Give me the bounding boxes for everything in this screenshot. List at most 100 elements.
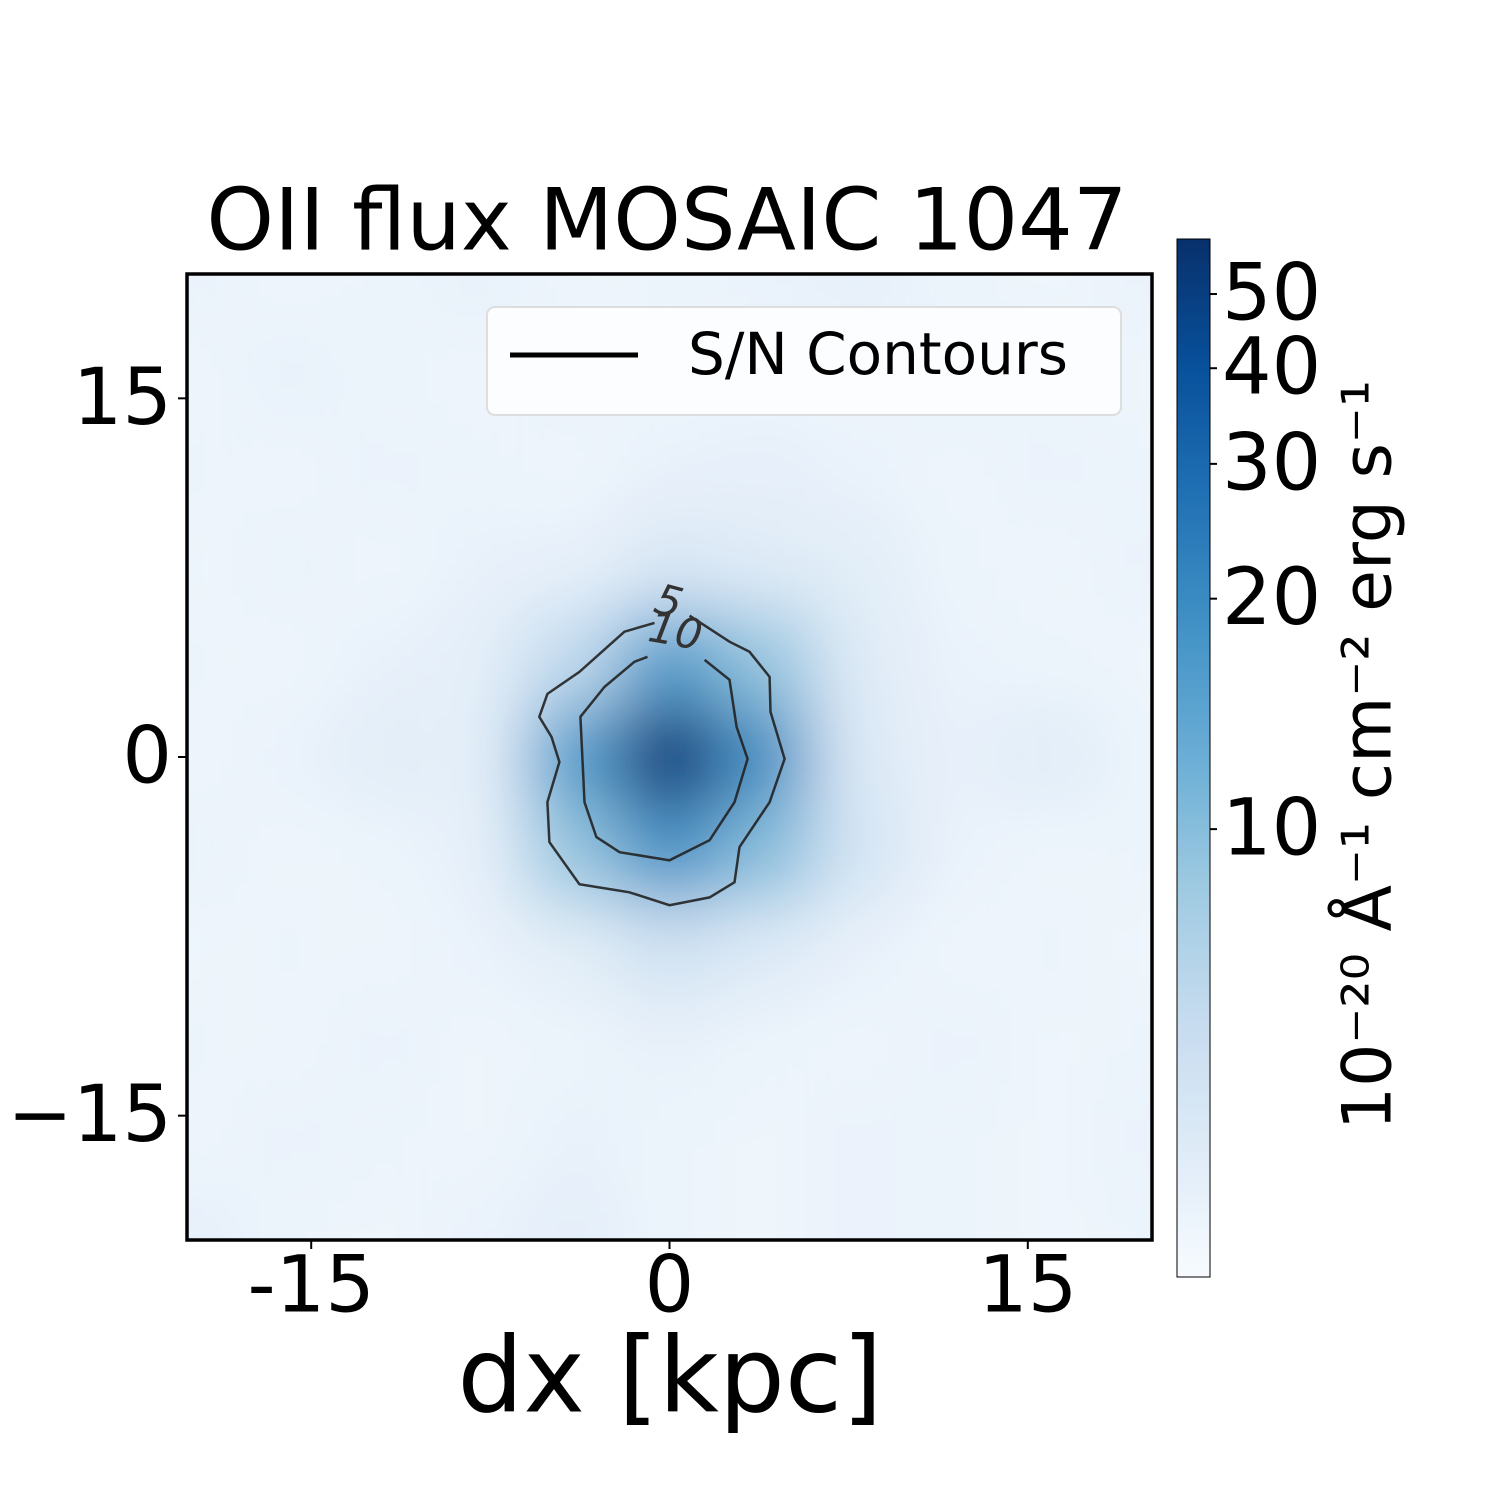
heat-cell	[335, 804, 431, 901]
heat-cell	[239, 517, 336, 614]
heat-cell	[239, 422, 336, 518]
colorbar-tick-label: 40	[1222, 323, 1321, 413]
heat-cell	[526, 709, 622, 805]
heat-cell	[187, 517, 240, 614]
heat-cell	[717, 1187, 813, 1240]
heat-cell	[187, 422, 240, 518]
heat-cell	[1003, 804, 1100, 901]
colorbar	[1176, 238, 1211, 1278]
heat-cell	[187, 1187, 240, 1240]
heat-cell	[908, 613, 1004, 710]
heat-cell	[1099, 996, 1152, 1092]
heat-cell	[430, 709, 527, 805]
heat-cell	[621, 1187, 718, 1240]
heat-cell	[1099, 709, 1152, 805]
heat-cell	[717, 517, 813, 614]
heat-cell	[717, 804, 813, 901]
heat-cell	[717, 900, 813, 997]
contour-line	[537, 614, 786, 907]
legend-label: S/N Contours	[688, 320, 1068, 388]
heat-cell	[187, 326, 240, 423]
heat-cell	[335, 1187, 431, 1240]
heat-cell	[239, 613, 336, 710]
heat-cell	[812, 900, 909, 997]
heat-cell	[335, 996, 431, 1092]
heat-cell	[1099, 517, 1152, 614]
heat-cell	[621, 900, 718, 997]
colorbar-tick-label: 30	[1222, 418, 1321, 508]
heat-cell	[812, 1091, 909, 1188]
heat-cell	[812, 613, 909, 710]
heat-cell	[239, 1187, 336, 1240]
heat-cell	[908, 517, 1004, 614]
heat-cell	[335, 1091, 431, 1188]
heat-cell	[187, 996, 240, 1092]
heat-cell	[1099, 1187, 1152, 1240]
heat-cell	[1003, 1187, 1100, 1240]
heat-cell	[239, 996, 336, 1092]
heat-cell	[239, 274, 336, 327]
heat-cell	[1003, 613, 1100, 710]
heat-cell	[812, 422, 909, 518]
heat-cell	[335, 326, 431, 423]
heat-cell	[430, 900, 527, 997]
heat-cell	[526, 1187, 622, 1240]
heat-cell	[430, 422, 527, 518]
heat-cell	[335, 709, 431, 805]
heat-cell	[526, 996, 622, 1092]
heat-cell	[1003, 996, 1100, 1092]
colorbar-tick-label: 10	[1222, 784, 1321, 874]
contours	[537, 614, 786, 907]
heat-cell	[526, 1091, 622, 1188]
heat-cell	[430, 804, 527, 901]
heat-cell	[717, 613, 813, 710]
legend-box	[486, 306, 1122, 416]
heat-cell	[1099, 422, 1152, 518]
heat-cell	[1099, 1091, 1152, 1188]
heat-cell	[812, 996, 909, 1092]
heat-cell	[621, 709, 718, 805]
y-tick-label: 0	[122, 711, 172, 801]
chart-title: OII flux MOSAIC 1047	[206, 170, 1127, 270]
heat-cell	[1099, 613, 1152, 710]
heat-cell	[908, 900, 1004, 997]
heat-cell	[187, 709, 240, 805]
contour-line	[579, 655, 749, 862]
colorbar-tick-label: 50	[1222, 249, 1321, 339]
heat-cell	[526, 517, 622, 614]
legend: S/N Contours	[486, 306, 1122, 416]
heat-cell	[1003, 709, 1100, 805]
y-tick-label: −15	[7, 1070, 172, 1160]
heat-cell	[1099, 900, 1152, 997]
heat-cell	[1099, 804, 1152, 901]
heat-cell	[908, 804, 1004, 901]
heat-cell	[430, 613, 527, 710]
heat-cell	[717, 1091, 813, 1188]
heat-cell	[187, 804, 240, 901]
heat-cell	[812, 517, 909, 614]
heat-cell	[908, 709, 1004, 805]
heat-cell	[187, 1091, 240, 1188]
heat-cell	[621, 996, 718, 1092]
heat-cell	[526, 613, 622, 710]
heat-cell	[430, 1091, 527, 1188]
heat-cell	[335, 517, 431, 614]
heat-cell	[1003, 900, 1100, 997]
heat-cell	[812, 709, 909, 805]
heat-cell	[526, 422, 622, 518]
heat-cell	[812, 1187, 909, 1240]
heat-cell	[187, 900, 240, 997]
heat-cell	[1003, 517, 1100, 614]
heat-cell	[187, 613, 240, 710]
contour-label: 10	[645, 602, 706, 660]
heat-cell	[908, 1187, 1004, 1240]
heat-cell	[187, 274, 240, 327]
heat-cell	[812, 804, 909, 901]
heat-cell	[239, 326, 336, 423]
heat-cell	[908, 1091, 1004, 1188]
colorbar-tick-label: 20	[1222, 553, 1321, 643]
heat-cell	[717, 996, 813, 1092]
heat-cell	[526, 804, 622, 901]
heat-cell	[717, 709, 813, 805]
